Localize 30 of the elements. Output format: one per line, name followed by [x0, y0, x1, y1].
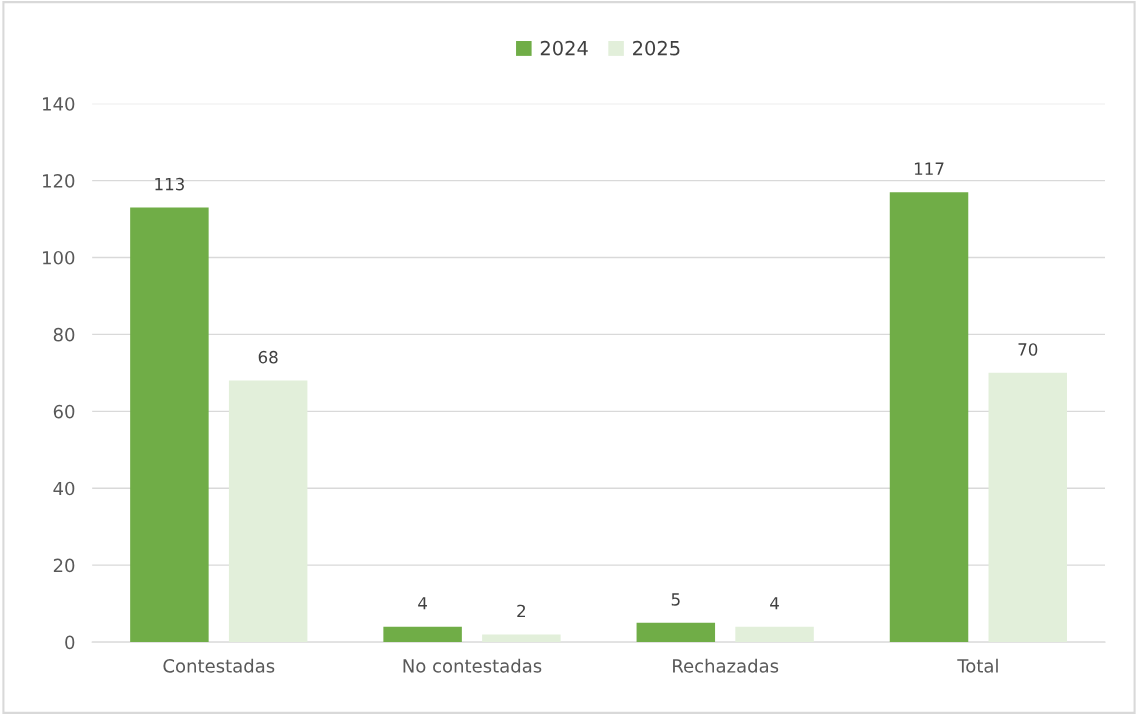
x-tick-label: Total [957, 658, 998, 673]
x-tick-label: Contestadas [163, 658, 275, 673]
data-label: 117 [914, 162, 944, 175]
bar [735, 626, 814, 643]
bar [228, 380, 308, 643]
data-label: 113 [155, 177, 184, 191]
data-label: 70 [1018, 343, 1038, 356]
bar [636, 622, 716, 643]
x-tick-label: Rechazadas [673, 658, 779, 673]
bar [988, 372, 1068, 643]
x-tick-label: No contestadas [403, 658, 542, 673]
legend-label: 2025 [633, 40, 680, 56]
data-label: 2 [517, 604, 525, 618]
data-label: 5 [671, 593, 680, 606]
legend-label: 2024 [540, 40, 588, 56]
y-tick-label: 60 [53, 404, 75, 419]
y-tick-label: 0 [65, 635, 75, 650]
y-tick-label: 120 [43, 174, 75, 188]
data-label: 4 [770, 597, 779, 610]
y-tick-label: 20 [53, 558, 75, 573]
y-tick-label: 80 [53, 327, 75, 342]
bar [130, 207, 209, 643]
bar [383, 626, 462, 643]
data-label: 4 [418, 597, 427, 610]
bar [889, 192, 969, 643]
y-tick-label: 140 [43, 97, 75, 111]
data-label: 68 [258, 350, 278, 364]
bar [482, 634, 561, 643]
y-tick-label: 40 [53, 481, 75, 496]
y-tick-label: 100 [43, 250, 75, 265]
